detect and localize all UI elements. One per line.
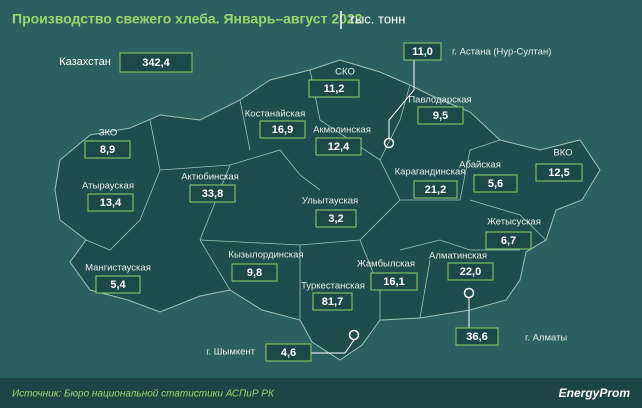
connector [388,60,415,138]
connector [311,339,355,354]
value-box [265,343,312,362]
region-value: 12,4 [328,141,350,153]
region-value: 4,6 [281,347,296,359]
region-value: 13,4 [100,197,122,209]
value-box [259,120,306,139]
value-box [413,180,458,199]
unit: тыс. тонн [349,11,405,26]
region-value: 33,8 [202,188,223,200]
brand: EnergyProm [559,386,631,400]
region-value: 11,2 [324,83,345,95]
value-box [84,140,131,159]
city-dot [463,287,475,299]
total-label: Казахстан [59,56,111,68]
region-value: 11,0 [412,46,433,58]
total-box [119,52,193,73]
region-label: г. Алматы [525,333,567,344]
footer-bar [0,378,642,408]
value-box [403,42,442,61]
region-label: г. Шымкент [206,347,255,358]
region-label: ВКО [553,148,572,159]
region-label: Жетысуская [487,217,541,228]
region-value: 81,7 [322,296,343,308]
region-value: 6,7 [501,235,516,247]
value-box [95,275,141,294]
region-value: 16,1 [383,276,404,288]
city-dot [348,329,360,341]
region-value: 5,6 [488,178,503,190]
region-label: Акмолинская [313,125,371,136]
value-box [417,106,464,125]
region-label: ЗКО [99,128,118,139]
region-value: 9,5 [433,110,448,122]
value-box [189,184,236,203]
value-box [535,163,583,182]
region-value: 3,2 [328,213,343,225]
value-box [485,231,532,250]
region-label: Ульытауская [302,196,358,207]
value-box [370,272,418,291]
value-box [315,209,357,228]
value-box [473,174,518,193]
city-dot [383,137,395,149]
region-label: Жамбылская [357,259,415,270]
value-box [87,193,134,212]
value-box [308,79,360,98]
region-label: Актюбинская [181,172,239,183]
region-value: 5,4 [110,279,126,291]
region-label: г. Астана (Нур-Султан) [452,47,551,58]
total-value: 342,4 [142,57,170,69]
source: Источник: Бюро национальной статистики А… [12,389,275,400]
region-label: Павлодарская [408,95,471,106]
region-label: Кызылординская [228,250,303,261]
region-label: Абайская [459,160,501,171]
value-box [312,292,353,311]
region-label: Костанайская [245,109,305,120]
region-label: Карагандинская [395,167,466,178]
region-value: 8,9 [100,144,115,156]
region-value: 22,0 [460,266,481,278]
region-label: Туркестанская [301,281,365,292]
region-label: Алматинская [429,251,487,262]
value-box [447,262,494,281]
region-value: 36,6 [466,331,487,343]
region-label: Мангистауская [85,263,151,274]
title: Производство свежего хлеба. Январь–авгус… [12,11,363,27]
region-value: 12,5 [548,167,569,179]
region-value: 16,9 [272,124,293,136]
value-box [455,327,499,346]
region-value: 9,8 [247,267,262,279]
value-box [315,137,362,156]
value-box [231,263,278,282]
region-label: Атырауская [82,181,134,192]
region-label: СКО [335,67,355,78]
region-value: 21,2 [425,184,446,196]
